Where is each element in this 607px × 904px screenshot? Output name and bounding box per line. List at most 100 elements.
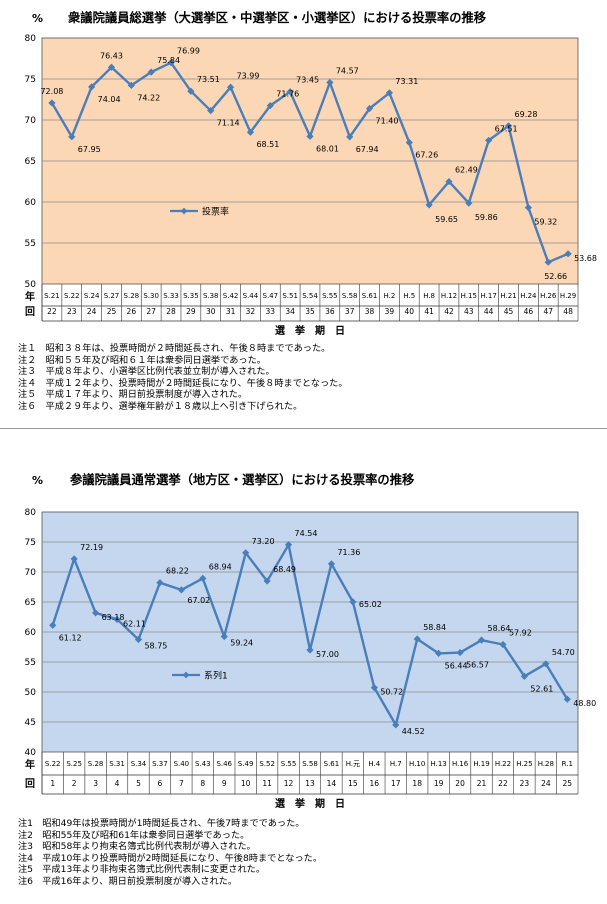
x-count-label: 28	[166, 307, 176, 316]
x-tick-label: S.61	[362, 292, 378, 300]
data-label: 73.99	[237, 71, 260, 80]
x-count-label: 41	[424, 307, 434, 316]
data-point	[48, 99, 56, 107]
x-tick-label: H.25	[516, 760, 532, 768]
x-count-label: 27	[146, 307, 156, 316]
data-label: 69.28	[515, 110, 538, 119]
data-point	[327, 560, 336, 568]
x-count-label: 15	[348, 779, 358, 788]
data-point	[147, 68, 155, 76]
data-label: 54.70	[552, 648, 575, 657]
chart-sangiin-turnout: % 参議院議員通常選挙（地方区・選挙区）における投票率の推移40455055606…	[25, 472, 597, 810]
y-tick-label: 55	[25, 239, 36, 249]
y-tick-label: 70	[25, 116, 37, 126]
data-label: 57.92	[509, 628, 532, 637]
data-point	[306, 132, 314, 140]
x-tick-label: S.37	[152, 760, 168, 768]
y-tick-label: 50	[25, 280, 37, 290]
data-point	[524, 203, 532, 212]
x-tick-label: S.43	[195, 760, 211, 768]
data-point	[167, 59, 175, 67]
data-point	[156, 579, 164, 587]
data-label: 68.49	[273, 565, 296, 574]
data-point	[392, 721, 400, 729]
x-count-label: 24	[541, 779, 551, 788]
x-tick-label: H.5	[403, 292, 415, 300]
note-line: 注5 平成13年より非拘束名簿式比例代表制に変更された。	[18, 864, 266, 876]
data-point	[326, 78, 334, 87]
data-label: 59.24	[230, 639, 253, 648]
data-point	[385, 89, 394, 97]
data-point	[242, 549, 250, 557]
data-point	[127, 81, 135, 89]
x-tick-label: S.22	[45, 760, 61, 768]
x-count-label: 21	[477, 779, 487, 788]
data-label: 67.94	[356, 145, 379, 154]
x-count-label: 31	[226, 307, 236, 316]
data-point	[134, 635, 143, 644]
row-label-count: 回	[25, 306, 35, 318]
note-line: 注2 昭和55年及び昭和61年は衆参同日選挙であった。	[18, 829, 250, 841]
data-point	[564, 250, 572, 258]
x-count-label: 23	[520, 779, 530, 788]
x-count-label: 33	[266, 307, 276, 316]
data-point	[485, 136, 493, 145]
x-tick-label: H.元	[346, 760, 360, 768]
chart-title: 衆議院議員総選挙（大選挙区・中選挙区・小選挙区）における投票率の推移	[67, 10, 487, 25]
data-point	[246, 128, 255, 136]
x-tick-label: S.58	[302, 760, 318, 768]
data-point	[504, 122, 513, 130]
data-point	[445, 177, 453, 186]
x-count-label: 20	[455, 779, 465, 788]
y-tick-label: 80	[25, 508, 37, 518]
x-tick-label: S.61	[324, 760, 340, 768]
data-point	[413, 635, 421, 643]
data-label: 52.61	[530, 684, 553, 693]
x-count-label: 14	[327, 779, 337, 788]
row-label-year: 年	[25, 290, 35, 303]
x-count-label: 5	[136, 779, 141, 788]
x-tick-label: H.22	[495, 760, 511, 768]
section-divider	[0, 428, 607, 429]
x-tick-label: H.17	[481, 292, 497, 300]
y-tick-label: 75	[25, 75, 36, 85]
data-point	[544, 258, 552, 266]
x-tick-label: S.55	[322, 292, 338, 300]
y-tick-label: 55	[25, 658, 36, 668]
x-count-label: 25	[107, 307, 117, 316]
row-label-year: 年	[25, 758, 35, 771]
x-count-label: 12	[284, 779, 294, 788]
data-label: 62.11	[123, 619, 146, 628]
data-label: 73.31	[395, 77, 418, 86]
note-line: 注６ 平成２９年より、選挙権年齢が１８歳以上へ引き下げられた。	[18, 400, 303, 412]
x-count-label: 22	[498, 779, 508, 788]
legend-swatch-marker	[180, 207, 188, 215]
data-label: 76.99	[177, 47, 200, 56]
data-label: 44.52	[402, 727, 425, 736]
notes-sangiin: 注1 昭和49年は投票時間が1時間延長され、午後7時までであった。 注2 昭和5…	[18, 818, 322, 888]
data-point	[405, 138, 413, 147]
data-label: 56.57	[466, 661, 489, 670]
x-tick-label: H.29	[560, 292, 576, 300]
data-label: 59.86	[475, 213, 498, 222]
data-point	[187, 87, 195, 95]
data-point	[107, 63, 116, 71]
data-point	[563, 695, 571, 703]
x-tick-label: H.12	[441, 292, 457, 300]
x-tick-label: S.28	[124, 292, 140, 300]
data-point	[49, 621, 57, 629]
data-point	[284, 541, 293, 549]
data-point	[226, 83, 235, 91]
data-label: 76.43	[100, 51, 123, 60]
x-tick-label: R.1	[562, 760, 573, 768]
data-label: 58.84	[423, 623, 446, 632]
x-count-label: 22	[47, 307, 57, 316]
y-tick-label: 60	[25, 628, 37, 638]
x-count-label: 37	[345, 307, 355, 316]
x-count-label: 45	[504, 307, 514, 316]
x-tick-label: H.19	[473, 760, 489, 768]
data-label: 68.01	[316, 144, 339, 153]
data-label: 67.51	[495, 124, 518, 133]
x-tick-label: H.16	[452, 760, 469, 768]
data-point	[425, 201, 433, 209]
